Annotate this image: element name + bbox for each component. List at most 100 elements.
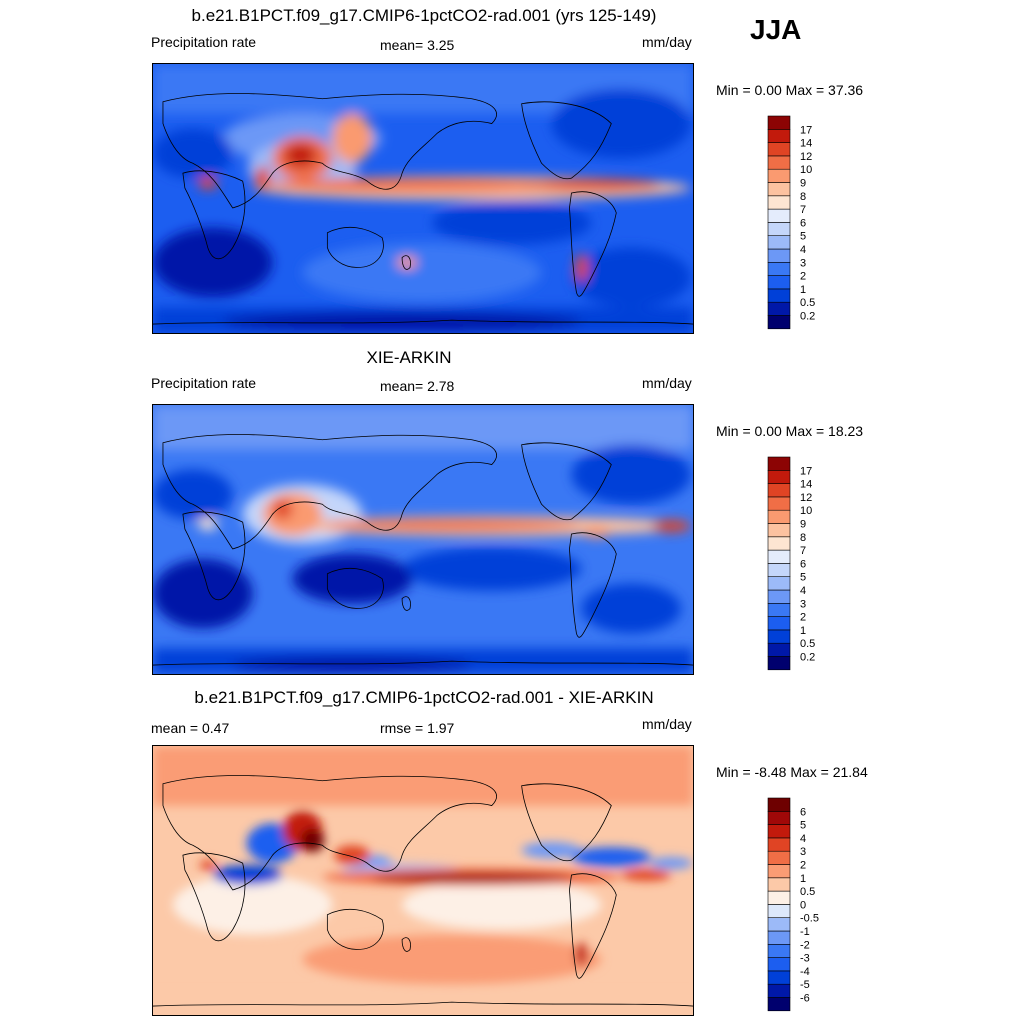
colorbar-tick-label: 8 (800, 191, 806, 203)
panel-3-map-svg (153, 746, 693, 1015)
colorbar-tick-label: 12 (800, 492, 812, 504)
colorbar-box (767, 496, 791, 511)
colorbar-tick-label: 3 (800, 257, 806, 269)
colorbar-box (767, 288, 791, 303)
colorbar-tick-label: 0.5 (800, 638, 815, 650)
colorbar-tick-label: 0 (800, 899, 806, 911)
colorbar-tick-label: 1 (800, 873, 806, 885)
panel-1-minmax-label: Min = 0.00 Max = 37.36 (716, 82, 864, 98)
colorbar-box (767, 864, 791, 879)
colorbar-tick-label: 14 (800, 479, 812, 491)
panel-2-map (152, 404, 694, 675)
panel-2-minmax-label: Min = 0.00 Max = 18.23 (716, 423, 864, 439)
panel-2-variable-label: Precipitation rate (151, 375, 257, 391)
panel-1-mean-label: mean= 3.25 (380, 37, 455, 53)
panel-3-units-label: mm/day (642, 716, 692, 732)
colorbar-box (767, 616, 791, 631)
colorbar-box (767, 536, 791, 551)
colorbar-box (767, 549, 791, 564)
colorbar-box (767, 222, 791, 237)
colorbar-box (767, 944, 791, 958)
colorbar-box (767, 456, 791, 471)
colorbar-tick-label: 10 (800, 505, 812, 517)
coastlines (153, 434, 693, 666)
coastlines (153, 93, 693, 325)
colorbar-tick-label: 0.2 (800, 652, 815, 664)
panel-3-title: b.e21.B1PCT.f09_g17.CMIP6-1pctCO2-rad.00… (194, 688, 654, 707)
colorbar-tick-label: -2 (800, 939, 810, 951)
panel-1-map-svg (153, 64, 693, 333)
panel-3-map (152, 745, 694, 1016)
colorbar-tick-label: 0.5 (800, 886, 815, 898)
colorbar-tick-label: 4 (800, 244, 806, 256)
colorbar-tick-label: -0.5 (800, 913, 819, 925)
colorbar-box (767, 129, 791, 143)
colorbar-box (767, 930, 791, 945)
season-label: JJA (750, 14, 802, 45)
panel-3-colorbar-svg: -6 -5-4-3 -2-1-0.5 00.512 345 6 (767, 797, 819, 1012)
colorbar-tick-label: 0.2 (800, 311, 815, 323)
colorbar-box (767, 811, 791, 825)
colorbar-tick-label: 5 (800, 820, 806, 832)
colorbar-tick-label: 1 (800, 625, 806, 637)
colorbar-box (767, 563, 791, 578)
panel-2-mean-label: mean= 2.78 (380, 378, 455, 394)
colorbar-box (767, 235, 791, 250)
colorbar-box (767, 589, 791, 604)
colorbar-tick-label: 3 (800, 598, 806, 610)
panel-1-title: b.e21.B1PCT.f09_g17.CMIP6-1pctCO2-rad.00… (191, 6, 657, 25)
panel-1-variable-label: Precipitation rate (151, 34, 257, 50)
colorbar-tick-label: -3 (800, 953, 810, 965)
colorbar-tick-label: 17 (800, 465, 812, 477)
colorbar-tick-label: -1 (800, 926, 810, 938)
colorbar-tick-label: 1 (800, 284, 806, 296)
colorbar-box (767, 155, 791, 170)
colorbar-box (767, 877, 791, 892)
colorbar-tick-label: 5 (800, 231, 806, 243)
colorbar-box (767, 850, 791, 865)
panel-2-colorbar-boxes (767, 456, 791, 671)
colorbar-box (767, 917, 791, 932)
panel-1-map (152, 63, 694, 334)
colorbar-box (767, 904, 791, 919)
colorbar-tick-label: -5 (800, 979, 810, 991)
colorbar-box (767, 262, 791, 276)
colorbar-tick-label: 4 (800, 833, 806, 845)
colorbar-tick-label: 7 (800, 545, 806, 557)
panel-3-rmse-label: rmse = 1.97 (380, 720, 455, 736)
panel-1-units-label: mm/day (642, 34, 692, 50)
colorbar-tick-label: 0.5 (800, 297, 815, 309)
panel-3-colorbar-boxes (767, 797, 791, 1012)
panel-3-colorbar: -6 -5 -4 -3 -2 -1 -0.5 0 0.5 1 2 3 4 5 6 (767, 797, 828, 1015)
colorbar-tick-label: 14 (800, 138, 812, 150)
colorbar-box (767, 656, 791, 671)
colorbar-tick-label: 2 (800, 612, 806, 624)
colorbar-tick-label: 3 (800, 846, 806, 858)
panel-1-colorbar-boxes (767, 115, 791, 330)
colorbar-box (767, 642, 791, 657)
panel-2-map-svg (153, 405, 693, 674)
colorbar-box (767, 483, 791, 498)
colorbar-box (767, 970, 791, 985)
colorbar-box (767, 983, 791, 998)
colorbar-tick-label: 6 (800, 217, 806, 229)
colorbar-box (767, 182, 791, 197)
precip-field (153, 64, 693, 333)
colorbar-tick-label: 12 (800, 151, 812, 163)
colorbar-box (767, 115, 791, 130)
colorbar-box (767, 576, 791, 591)
colorbar-tick-label: 6 (800, 558, 806, 570)
colorbar-tick-label: 5 (800, 572, 806, 584)
coastlines (153, 775, 693, 1007)
colorbar-box (767, 603, 791, 617)
colorbar-tick-label: 4 (800, 585, 806, 597)
colorbar-box (767, 248, 791, 263)
colorbar-tick-label: 9 (800, 519, 806, 531)
panel-3-colorbar-labels: -6 -5-4-3 -2-1-0.5 00.512 345 6 (800, 806, 819, 1004)
colorbar-box (767, 315, 791, 330)
colorbar-tick-label: -6 (800, 993, 810, 1005)
